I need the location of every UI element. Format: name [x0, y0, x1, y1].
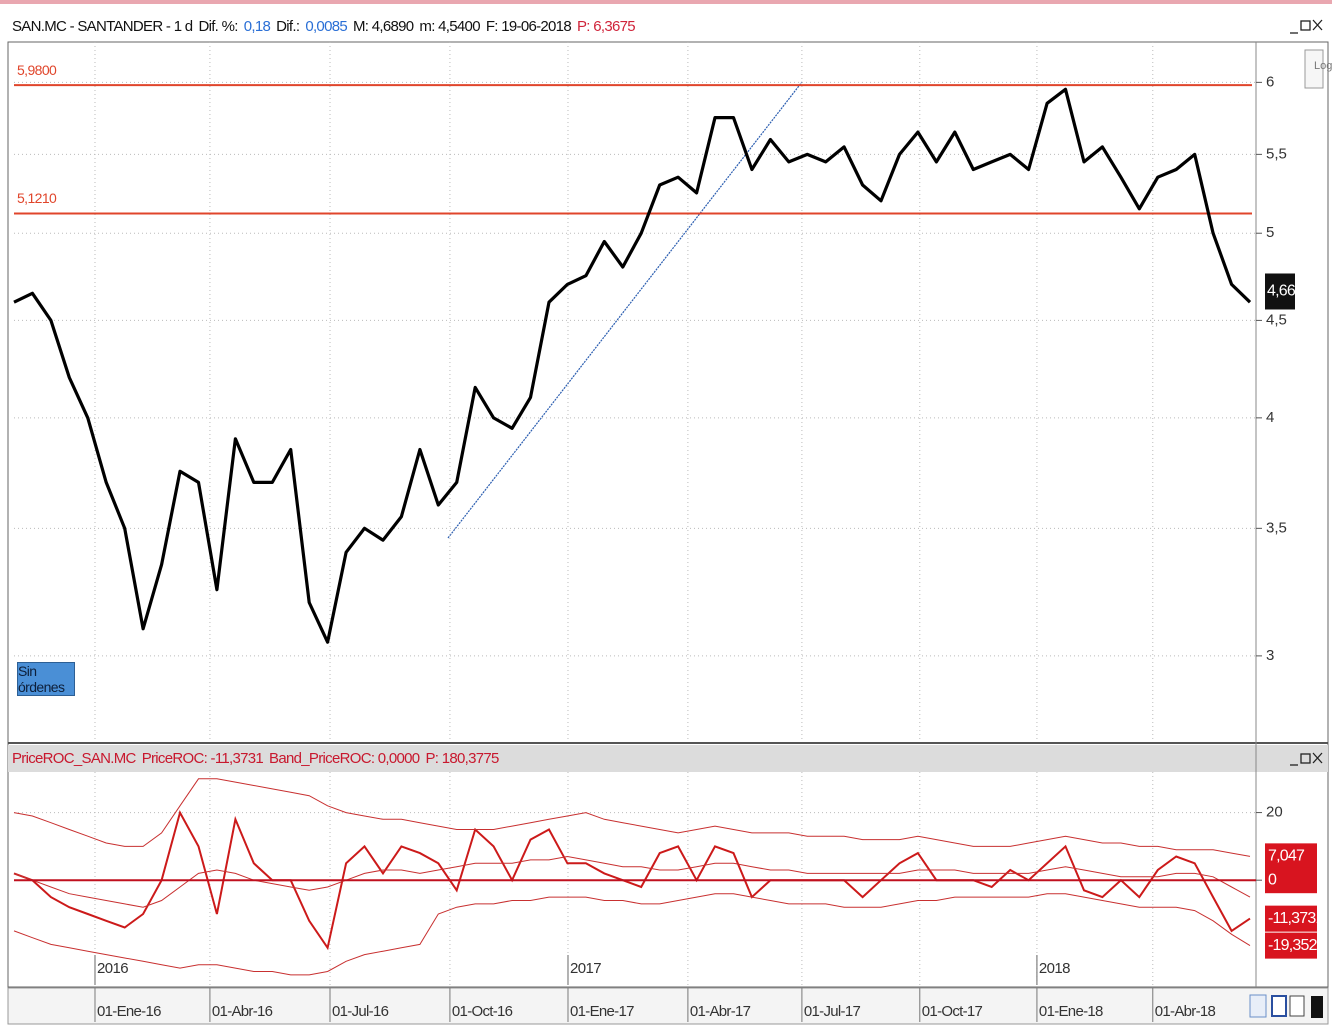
- indicator-header-bar: [8, 745, 1328, 772]
- y-tick-label: 3,5: [1266, 519, 1287, 536]
- x-tick-label: 01-Abr-18: [1155, 1003, 1216, 1020]
- indicator-line: [13, 778, 1251, 857]
- y-tick-label: 4: [1266, 409, 1274, 426]
- window-controls[interactable]: [1290, 19, 1323, 34]
- y-tick-label: 5: [1266, 224, 1274, 241]
- year-label: 2018: [1039, 960, 1070, 977]
- y-tick-label: 5,5: [1266, 145, 1287, 162]
- y-tick-label: 20: [1266, 804, 1283, 821]
- header-field: PriceROC: -11,3731: [141, 750, 264, 767]
- header-field: Band_PriceROC: 0,0000: [269, 750, 420, 767]
- header-field: 0,0085: [305, 18, 347, 35]
- toolbar-icons[interactable]: [1249, 994, 1323, 1018]
- header-field: P: 180,3775: [425, 750, 499, 767]
- header-field: Dif.:: [276, 18, 300, 35]
- x-tick-label: 01-Jul-16: [332, 1003, 389, 1020]
- price-line: [13, 87, 1252, 644]
- value-box: [1265, 905, 1317, 932]
- level-label: 5,9800: [17, 62, 57, 78]
- last-price-box: [1265, 273, 1295, 310]
- x-tick-label: 01-Oct-16: [452, 1003, 513, 1020]
- value-box-label: 7,047: [1268, 848, 1305, 865]
- header-field: M: 4,6890: [353, 18, 414, 35]
- frame: [7, 41, 1329, 988]
- header-field: 0,18: [243, 18, 271, 35]
- indicator-line: [13, 809, 1251, 951]
- value-box: [1265, 843, 1317, 870]
- x-tick-label: 01-Ene-18: [1039, 1003, 1103, 1020]
- header-field: F: 19-06-2018: [485, 18, 572, 35]
- x-tick-label: 01-Ene-17: [570, 1003, 634, 1020]
- value-box: [1265, 932, 1317, 959]
- x-tick-label: 01-Jul-17: [804, 1003, 861, 1020]
- date-axis-bar: [7, 987, 1329, 1025]
- year-label: 2017: [570, 960, 601, 977]
- orders-button[interactable]: Sin órdenes: [17, 662, 75, 696]
- indicator-line: [13, 855, 1251, 908]
- value-box-label: -11,3731: [1268, 910, 1324, 927]
- x-tick-label: 01-Oct-17: [922, 1003, 983, 1020]
- indicator-header: PriceROC_SAN.MC PriceROC: -11,3731 Band_Pr…: [12, 749, 505, 769]
- level-label: 5,1210: [17, 190, 57, 206]
- top-edge: [0, 0, 1332, 4]
- x-tick-label: 01-Abr-17: [690, 1003, 751, 1020]
- value-box-label: -19,3527: [1268, 937, 1326, 954]
- y-tick-label: 3: [1266, 647, 1274, 664]
- indicator-window-controls[interactable]: [1290, 752, 1323, 766]
- year-label: 2016: [97, 960, 128, 977]
- x-tick-label: 01-Ene-16: [97, 1003, 161, 1020]
- last-price-label: 4,66: [1267, 283, 1296, 300]
- value-box: [1265, 867, 1317, 894]
- x-tick-label: 01-Abr-16: [212, 1003, 273, 1020]
- trend-line: [447, 81, 803, 539]
- indicator-line: [13, 893, 1251, 976]
- header-field: PriceROC_SAN.MC: [12, 750, 136, 767]
- header-field: m: 4,5400: [419, 18, 480, 35]
- y-tick-label: 4,5: [1266, 311, 1287, 328]
- value-box-label: 0: [1268, 871, 1277, 888]
- header-field: P: 6,3675: [576, 18, 636, 35]
- header-field: SAN.MC - SANTANDER - 1 d: [12, 18, 193, 35]
- header-field: Dif. %:: [198, 18, 238, 35]
- y-tick-label: 6: [1266, 73, 1274, 90]
- log-button[interactable]: Log: [1314, 60, 1332, 72]
- price-header: SAN.MC - SANTANDER - 1 d Dif. %: 0,18 Dif.:…: [12, 17, 641, 37]
- log-button-box[interactable]: [1304, 49, 1324, 89]
